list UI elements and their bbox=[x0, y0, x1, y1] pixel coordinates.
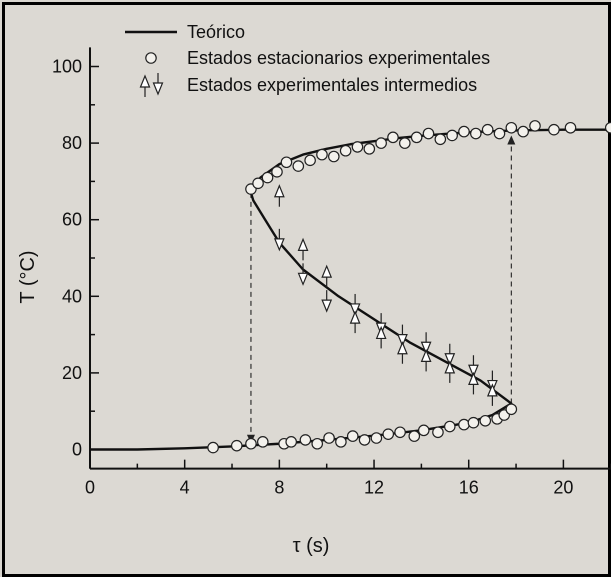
x-tick-label: 8 bbox=[274, 478, 284, 498]
steady-state-point bbox=[280, 156, 293, 169]
intermediate-arrow-down bbox=[444, 343, 456, 367]
dashed-jump-lines bbox=[246, 135, 516, 444]
intermediate-arrow-up bbox=[349, 310, 361, 334]
intermediate-arrow-up bbox=[444, 360, 456, 383]
steady-state-point bbox=[375, 137, 387, 149]
x-axis-title: τ (s) bbox=[293, 535, 330, 557]
steady-state-point bbox=[505, 403, 518, 416]
steady-state-point bbox=[304, 154, 316, 167]
axes: 04812162024020406080100 bbox=[52, 47, 611, 498]
intermediate-arrow-up bbox=[420, 348, 432, 372]
steady-state-point bbox=[261, 171, 274, 184]
y-tick-label: 0 bbox=[72, 440, 82, 460]
steady-state-point bbox=[470, 127, 482, 140]
steady-state-point bbox=[285, 436, 297, 448]
steady-state-point bbox=[408, 430, 421, 442]
y-axis-title: T (°C) bbox=[17, 250, 39, 303]
steady-state-point bbox=[467, 416, 480, 429]
steady-state-point bbox=[382, 428, 395, 440]
intermediate-arrow-up bbox=[375, 325, 387, 349]
steady-state-point bbox=[271, 166, 283, 178]
intermediate-arrow-down bbox=[321, 290, 333, 313]
intermediate-arrows bbox=[273, 184, 498, 406]
steady-state-point bbox=[548, 123, 560, 136]
steady-state-point bbox=[207, 441, 219, 454]
steady-state-point bbox=[292, 160, 305, 172]
steady-state-point bbox=[493, 127, 506, 140]
steady-state-point bbox=[446, 129, 458, 142]
steady-state-point bbox=[351, 141, 364, 153]
steady-state-point bbox=[252, 177, 264, 190]
intermediate-arrow-down bbox=[397, 324, 408, 348]
y-tick-label: 20 bbox=[62, 363, 82, 383]
steady-state-point bbox=[316, 148, 328, 161]
x-tick-label: 0 bbox=[85, 478, 95, 498]
steady-state-point bbox=[323, 432, 335, 444]
steady-state-point bbox=[434, 133, 447, 146]
intermediate-arrow-up bbox=[486, 383, 498, 406]
steady-state-point bbox=[299, 434, 312, 446]
intermediate-arrow-down bbox=[420, 332, 432, 355]
steady-state-point bbox=[517, 125, 529, 138]
steady-state-point bbox=[370, 432, 383, 444]
x-tick-label: 4 bbox=[180, 478, 190, 498]
steady-state-point bbox=[328, 150, 340, 163]
steady-state-point bbox=[346, 430, 359, 442]
legend-label-theoretical: Teórico bbox=[187, 22, 245, 42]
legend: Teórico Estados estacionarios experimenta… bbox=[125, 22, 490, 97]
steady-state-point bbox=[604, 121, 611, 134]
steady-state-point bbox=[387, 131, 399, 144]
steady-state-point bbox=[256, 436, 269, 448]
steady-state-point bbox=[432, 426, 444, 439]
steady-state-point bbox=[458, 125, 470, 138]
y-tick-label: 40 bbox=[62, 286, 82, 306]
steady-state-point bbox=[564, 121, 577, 134]
steady-state-point bbox=[394, 426, 406, 439]
steady-state-point bbox=[399, 137, 411, 149]
intermediate-arrow-down bbox=[273, 228, 285, 252]
steady-state-point bbox=[417, 424, 430, 437]
y-tick-label: 60 bbox=[62, 210, 82, 230]
steady-state-point bbox=[363, 143, 376, 155]
legend-arrow-up-swatch bbox=[139, 74, 151, 97]
x-tick-label: 12 bbox=[364, 478, 384, 498]
jump-arrowhead bbox=[507, 135, 516, 145]
steady-state-point bbox=[358, 434, 371, 446]
steady-state-point bbox=[311, 437, 324, 450]
intermediate-arrow-up bbox=[297, 237, 309, 261]
intermediate-arrow-down bbox=[349, 293, 361, 317]
steady-state-point bbox=[335, 436, 347, 448]
intermediate-arrow-down bbox=[468, 355, 479, 378]
legend-circle-swatch bbox=[145, 52, 157, 64]
steady-state-points bbox=[207, 120, 611, 454]
steady-state-point bbox=[505, 121, 518, 134]
legend-label-steady: Estados estacionarios experimentales bbox=[187, 48, 490, 68]
intermediate-arrow-up bbox=[273, 184, 285, 207]
theoretical-curve bbox=[90, 128, 611, 451]
steady-state-point bbox=[245, 437, 257, 450]
steady-state-point bbox=[230, 439, 243, 452]
steady-state-point bbox=[339, 144, 352, 157]
steady-state-point bbox=[422, 127, 435, 140]
theoretical-line bbox=[90, 128, 611, 451]
steady-state-point bbox=[481, 123, 494, 136]
y-tick-label: 100 bbox=[52, 57, 82, 77]
intermediate-arrow-up bbox=[321, 264, 333, 288]
steady-state-point bbox=[443, 420, 456, 433]
intermediate-arrow-down bbox=[297, 263, 309, 286]
steady-state-point bbox=[479, 414, 492, 427]
intermediate-arrow-up bbox=[397, 341, 408, 364]
x-tick-label: 20 bbox=[553, 478, 573, 498]
steady-state-point bbox=[410, 131, 423, 144]
legend-arrow-down-swatch bbox=[152, 73, 164, 96]
intermediate-arrow-up bbox=[468, 371, 479, 395]
x-tick-label: 16 bbox=[459, 478, 479, 498]
steady-state-point bbox=[529, 120, 541, 132]
steady-state-point bbox=[458, 418, 470, 431]
legend-label-intermediate: Estados experimentales intermedios bbox=[187, 75, 477, 95]
y-tick-label: 80 bbox=[62, 133, 82, 153]
